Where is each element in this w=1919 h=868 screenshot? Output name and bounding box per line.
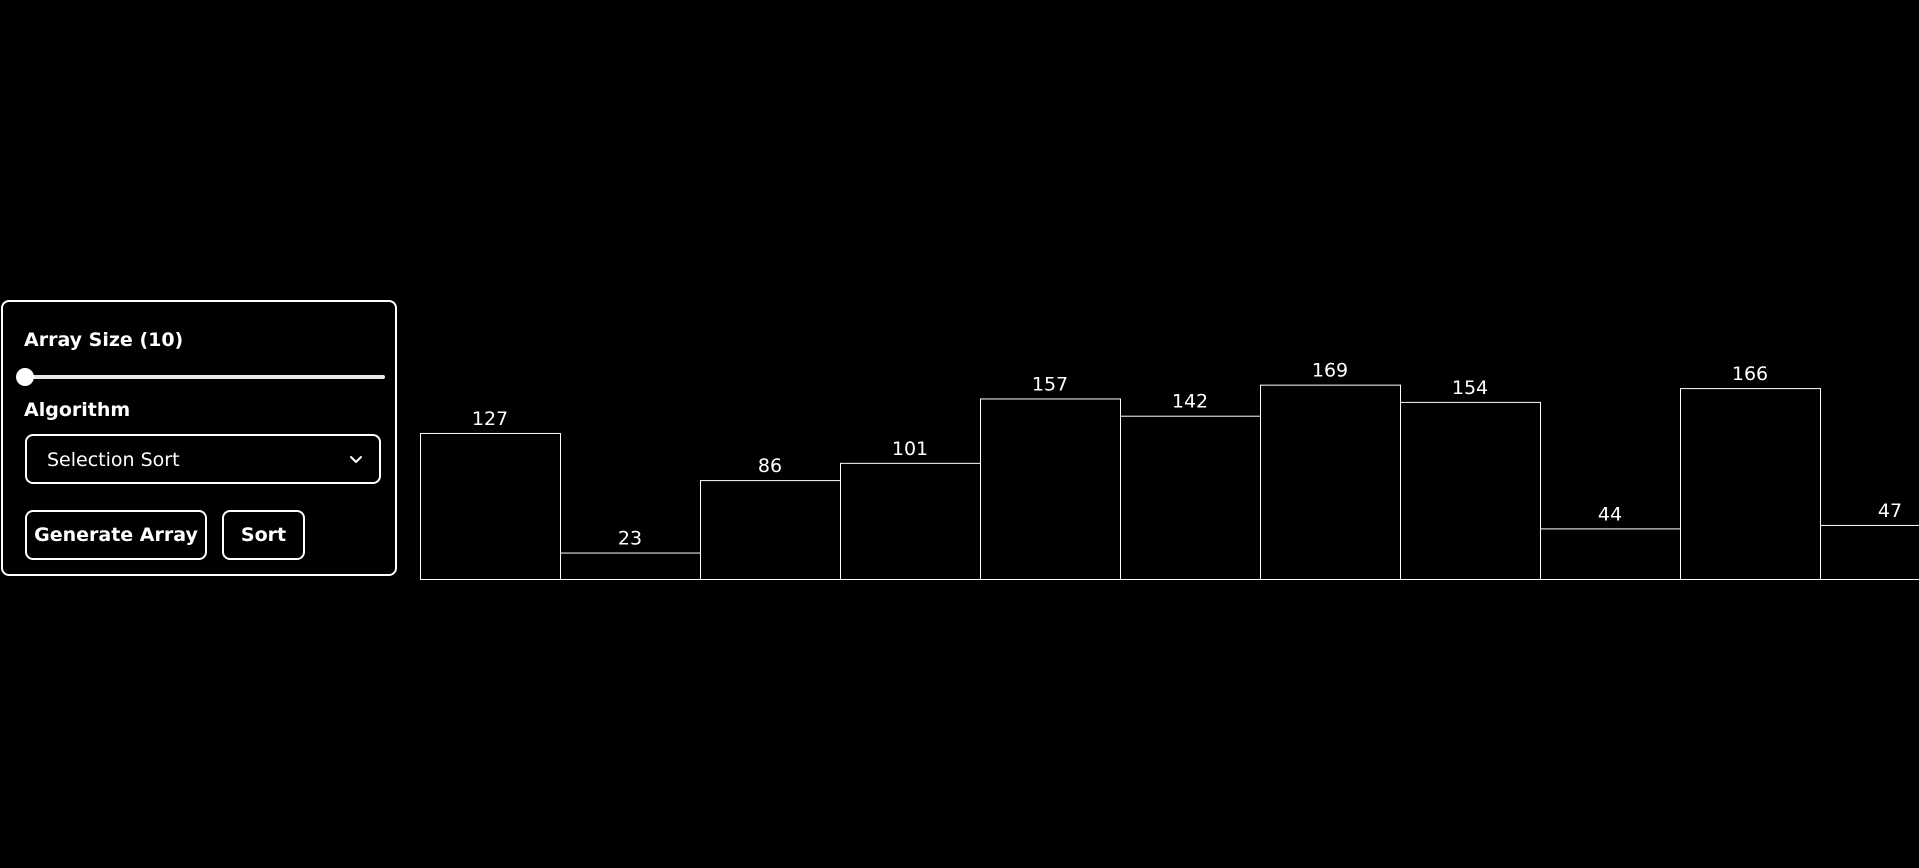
bar-6 — [1260, 384, 1401, 580]
bar-10 — [1820, 524, 1919, 581]
bar-value-label-9: 166 — [1732, 363, 1768, 385]
controls-panel: Array Size (10) Algorithm Selection Sort… — [1, 300, 397, 576]
algorithm-label: Algorithm — [24, 399, 131, 421]
bar-0 — [420, 432, 561, 581]
algorithm-select[interactable]: Selection Sort — [25, 434, 381, 484]
bar-3 — [840, 462, 981, 581]
bar-4 — [980, 398, 1121, 581]
bar-value-label-1: 23 — [618, 528, 642, 550]
bar-value-label-7: 154 — [1452, 377, 1488, 399]
bar-value-label-6: 169 — [1312, 360, 1348, 382]
bar-value-label-0: 127 — [472, 408, 508, 430]
algorithm-selected-value: Selection Sort — [47, 449, 180, 471]
bar-2 — [700, 480, 841, 581]
bar-value-label-2: 86 — [758, 455, 782, 477]
bar-7 — [1400, 401, 1541, 580]
bar-value-label-4: 157 — [1032, 373, 1068, 395]
array-size-label: Array Size (10) — [24, 329, 184, 351]
sort-button[interactable]: Sort — [222, 510, 305, 560]
bar-9 — [1680, 388, 1821, 580]
bar-value-label-10: 47 — [1878, 500, 1902, 522]
bar-value-label-5: 142 — [1172, 391, 1208, 413]
generate-array-button[interactable]: Generate Array — [25, 510, 207, 560]
bar-8 — [1540, 528, 1681, 581]
bar-value-label-8: 44 — [1598, 503, 1622, 525]
slider-track[interactable] — [25, 375, 385, 379]
bar-5 — [1120, 415, 1261, 581]
array-size-slider[interactable] — [15, 365, 385, 389]
bar-value-label-3: 101 — [892, 438, 928, 460]
bar-1 — [560, 552, 701, 580]
chevron-down-icon — [350, 456, 362, 463]
slider-thumb[interactable] — [16, 368, 34, 386]
